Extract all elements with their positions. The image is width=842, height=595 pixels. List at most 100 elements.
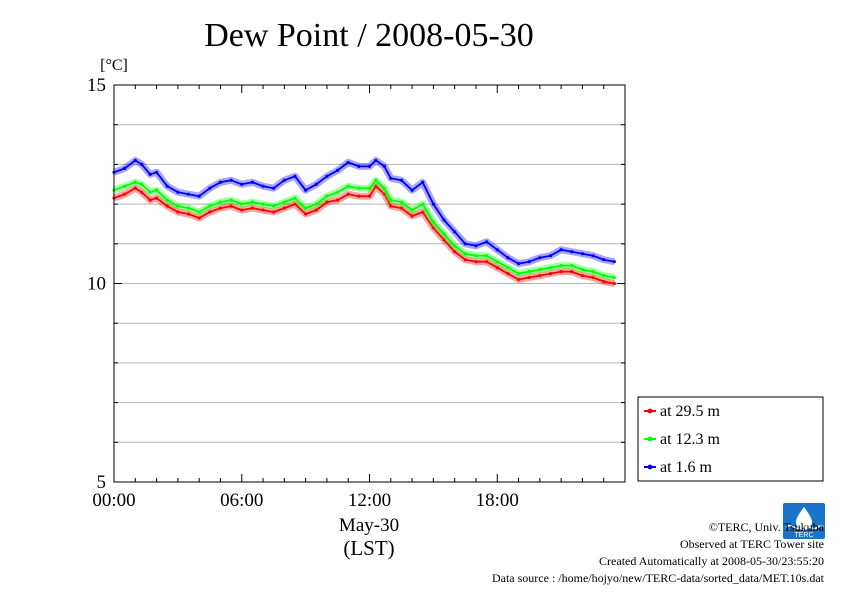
data-point [374, 178, 378, 182]
data-point [282, 200, 286, 204]
footer-created: Created Automatically at 2008-05-30/23:5… [599, 554, 824, 568]
data-point [389, 204, 393, 208]
data-point [516, 277, 521, 282]
data-point [421, 202, 425, 206]
data-point [140, 182, 144, 186]
footer-source: Data source : /home/hojyo/new/TERC-data/… [491, 571, 824, 585]
data-point [591, 254, 595, 258]
legend-marker [647, 408, 653, 414]
data-point [374, 184, 378, 188]
data-point [442, 232, 446, 236]
series-1 [112, 182, 616, 287]
data-point [463, 252, 467, 256]
data-point [123, 192, 127, 196]
data-point [133, 158, 137, 163]
data-point [229, 198, 233, 202]
series-line [113, 159, 615, 265]
data-point [123, 166, 127, 170]
chart-title: Dew Point / 2008-05-30 [204, 17, 534, 54]
data-point [325, 200, 329, 204]
data-point [527, 275, 531, 280]
data-point [346, 160, 350, 165]
data-point [208, 186, 212, 190]
footer-observed: Observed at TERC Tower site [679, 537, 824, 551]
data-point [250, 206, 254, 210]
data-point [335, 198, 340, 202]
data-point [474, 260, 478, 264]
data-point [399, 178, 404, 182]
data-point [431, 220, 435, 224]
series-line [113, 185, 615, 285]
data-point [282, 178, 286, 182]
data-point [602, 279, 606, 284]
legend-label: at 29.5 m [660, 403, 721, 420]
data-point [272, 210, 276, 214]
data-point [453, 230, 457, 234]
data-point [197, 216, 201, 220]
data-point [382, 192, 387, 196]
data-point [176, 190, 180, 194]
data-point [314, 202, 318, 206]
data-point [463, 258, 467, 262]
data-point [335, 168, 340, 172]
data-point [282, 206, 286, 210]
data-point [148, 190, 152, 194]
data-point [186, 212, 191, 216]
data-point [485, 240, 489, 244]
data-point [453, 244, 457, 248]
series-layer [112, 156, 616, 287]
data-point [431, 202, 435, 206]
data-point [570, 264, 574, 268]
data-point [304, 206, 308, 210]
data-point [421, 210, 425, 214]
data-point [148, 198, 152, 202]
data-point [148, 172, 152, 176]
legend-marker [647, 436, 653, 442]
data-point [154, 196, 159, 200]
data-point [410, 188, 414, 192]
data-point [218, 206, 223, 210]
data-point [506, 266, 510, 270]
data-point [389, 198, 393, 202]
data-point [548, 254, 553, 258]
data-point [165, 198, 169, 202]
data-point [186, 206, 191, 210]
data-point [516, 271, 521, 276]
data-point [240, 208, 244, 212]
data-point [506, 271, 510, 276]
data-point [218, 180, 223, 184]
data-point [559, 269, 563, 274]
data-point [516, 262, 521, 266]
data-point [140, 190, 144, 194]
data-point [272, 186, 276, 190]
data-point [421, 180, 425, 184]
data-point [399, 200, 404, 204]
data-point [208, 204, 212, 208]
data-point [272, 204, 276, 208]
data-point [485, 254, 489, 258]
data-point [176, 204, 180, 208]
legend: at 29.5 m at 12.3 m at 1.6 m [637, 396, 824, 482]
data-point [527, 260, 531, 264]
data-point [165, 204, 169, 208]
series-3 [112, 156, 616, 268]
footer-copyright: ©TERC, Univ. Tsukuba [708, 520, 824, 534]
data-point [304, 212, 308, 216]
data-point [325, 174, 329, 178]
data-point [495, 260, 499, 264]
legend-marker [647, 464, 653, 470]
data-point [474, 254, 478, 258]
data-point [538, 256, 542, 260]
data-point [123, 184, 127, 188]
data-point [495, 266, 499, 270]
terc-logo-icon: TERC [783, 503, 825, 539]
legend-box [637, 396, 824, 482]
data-point [197, 210, 201, 214]
data-point [357, 164, 361, 168]
terc-logo-text: TERC [794, 532, 813, 539]
data-point [559, 248, 563, 252]
data-point [261, 184, 265, 188]
x-tick-label: 06:00 [220, 490, 263, 511]
data-point [431, 226, 435, 230]
